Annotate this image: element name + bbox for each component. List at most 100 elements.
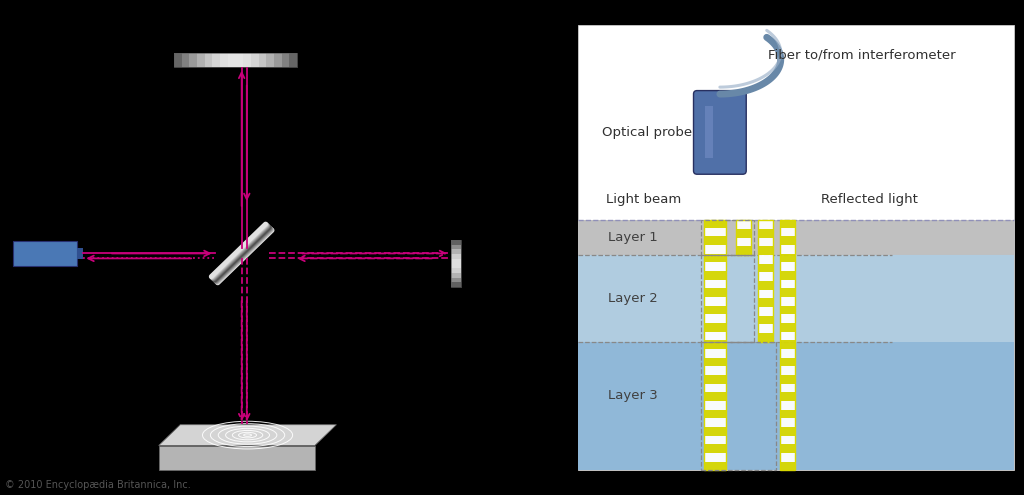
Bar — [451, 240, 461, 287]
Bar — [451, 263, 461, 268]
Bar — [703, 392, 726, 401]
Bar — [779, 220, 795, 470]
Bar — [736, 229, 752, 238]
Bar — [703, 436, 726, 445]
Bar — [779, 297, 795, 306]
Bar — [703, 401, 726, 409]
Bar — [182, 53, 189, 67]
Text: Reflected light: Reflected light — [821, 194, 919, 206]
Bar — [779, 409, 795, 418]
Bar — [779, 375, 795, 384]
Bar — [251, 53, 259, 67]
FancyBboxPatch shape — [693, 91, 746, 174]
Bar — [451, 268, 461, 273]
Bar — [174, 53, 297, 67]
Bar — [703, 375, 726, 384]
Bar — [779, 436, 795, 445]
Bar — [758, 264, 773, 272]
Bar — [12, 241, 77, 266]
Bar — [236, 53, 244, 67]
Bar — [578, 342, 1014, 470]
Bar — [703, 384, 726, 392]
Bar — [779, 314, 795, 323]
Bar — [758, 220, 773, 229]
Bar — [197, 53, 205, 67]
Bar — [244, 53, 251, 67]
Bar — [703, 332, 726, 341]
Bar — [779, 445, 795, 453]
Bar — [736, 220, 752, 255]
Bar — [703, 349, 726, 357]
Bar — [451, 273, 461, 278]
Bar — [758, 238, 773, 247]
Bar — [703, 409, 726, 418]
Bar — [779, 220, 795, 228]
Bar — [758, 333, 773, 342]
Bar — [703, 453, 726, 461]
Bar — [779, 366, 795, 375]
Bar — [703, 254, 726, 262]
Bar — [703, 418, 726, 427]
Text: © 2010 Encyclopædia Britannica, Inc.: © 2010 Encyclopædia Britannica, Inc. — [5, 480, 190, 490]
Text: screen: screen — [226, 474, 268, 487]
Bar — [578, 220, 1014, 255]
Bar — [205, 53, 213, 67]
Bar — [779, 461, 795, 470]
Bar — [703, 297, 726, 306]
Bar — [228, 53, 236, 67]
Bar — [213, 53, 220, 67]
Bar — [266, 53, 273, 67]
Bar — [701, 342, 775, 470]
Bar — [282, 53, 290, 67]
Bar — [736, 238, 752, 247]
Bar — [703, 461, 726, 470]
Bar — [77, 248, 84, 259]
Bar — [758, 255, 773, 264]
Text: Light beam: Light beam — [606, 194, 681, 206]
Text: Optical probe: Optical probe — [602, 126, 692, 139]
Text: half-transparent
mirror: half-transparent mirror — [121, 307, 217, 335]
Text: fixed
mirror: fixed mirror — [463, 249, 502, 277]
Text: Layer 1: Layer 1 — [608, 231, 658, 244]
Bar — [220, 53, 227, 67]
Bar — [779, 349, 795, 357]
Bar — [758, 247, 773, 255]
Text: A: A — [353, 230, 364, 245]
Bar — [703, 271, 726, 280]
Bar — [451, 240, 461, 245]
Bar — [703, 280, 726, 289]
Bar — [779, 401, 795, 409]
Bar — [779, 271, 795, 280]
Bar — [703, 262, 726, 271]
Bar — [451, 254, 461, 259]
Bar — [451, 278, 461, 282]
Polygon shape — [159, 425, 336, 446]
Bar — [705, 106, 713, 158]
Bar — [451, 249, 461, 254]
Bar — [703, 314, 726, 323]
Bar — [779, 245, 795, 254]
Bar — [779, 280, 795, 289]
Bar — [703, 366, 726, 375]
Bar — [703, 306, 726, 314]
Bar — [779, 453, 795, 461]
Bar — [159, 446, 315, 470]
Bar — [779, 323, 795, 332]
Bar — [779, 306, 795, 314]
Bar — [736, 247, 752, 255]
Bar — [290, 53, 297, 67]
Text: Layer 3: Layer 3 — [608, 390, 658, 402]
Bar — [703, 357, 726, 366]
Bar — [758, 290, 773, 298]
Bar — [174, 53, 182, 67]
Bar — [451, 282, 461, 287]
Bar — [274, 53, 282, 67]
Bar — [578, 255, 1014, 342]
Bar — [703, 323, 726, 332]
Bar — [758, 229, 773, 238]
Bar — [779, 262, 795, 271]
Bar — [779, 289, 795, 297]
Bar — [779, 427, 795, 436]
Bar — [189, 53, 197, 67]
Bar — [451, 259, 461, 263]
